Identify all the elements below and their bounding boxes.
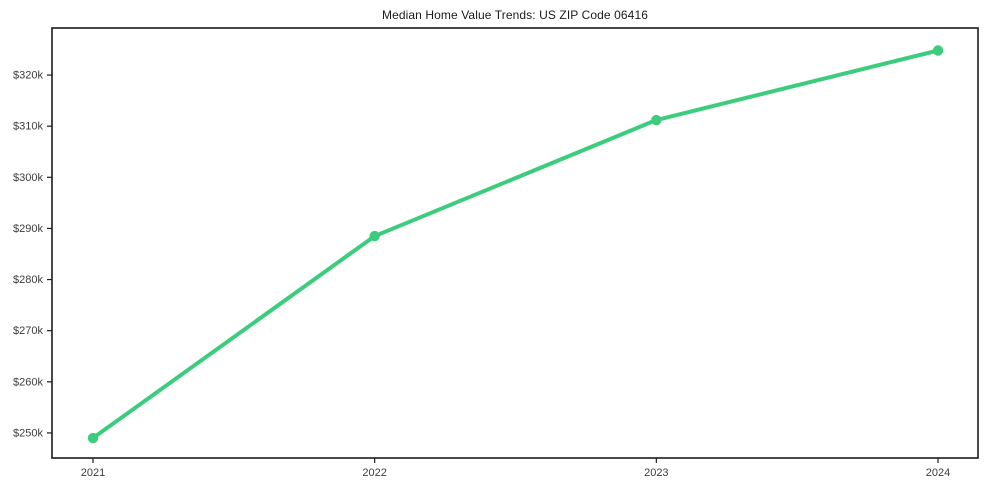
y-tick-label: $290k [13,223,43,235]
data-point [651,114,662,126]
x-tick-label: 2021 [81,467,105,479]
y-tick-label: $250k [13,427,43,439]
y-tick-label: $280k [13,274,43,286]
chart-title: Median Home Value Trends: US ZIP Code 06… [381,8,648,22]
x-tick-label: 2024 [926,467,950,479]
plot-border [51,27,979,459]
data-point [87,432,99,444]
x-tick-label: 2023 [644,467,668,479]
y-tick-label: $270k [13,325,43,337]
data-point [369,230,380,242]
data-point [932,45,944,56]
y-tick-label: $310k [13,121,43,133]
y-tick-label: $300k [13,172,43,184]
data-line [91,48,940,441]
y-tick-label: $260k [13,376,43,388]
x-tick-label: 2022 [362,467,386,479]
y-tick-label: $320k [13,70,43,82]
